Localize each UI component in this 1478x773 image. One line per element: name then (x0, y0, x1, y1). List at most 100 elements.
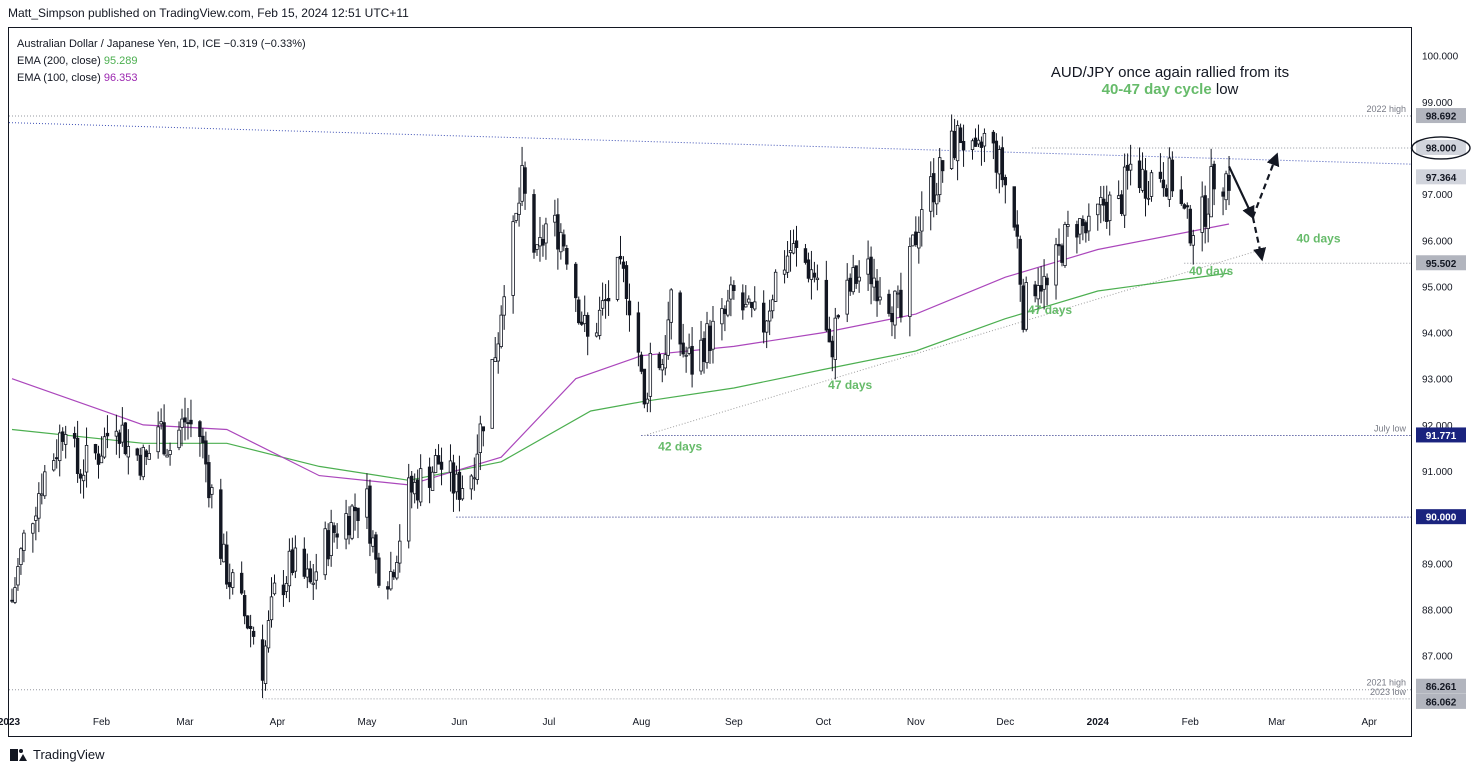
candle-body (242, 595, 247, 617)
candle-body (490, 358, 494, 429)
candle-body (538, 236, 542, 247)
candle-body (412, 481, 417, 495)
candle-body (454, 473, 459, 493)
candle-body (961, 140, 966, 151)
candle-body (639, 354, 644, 372)
candle-body (1078, 218, 1082, 235)
candle-body (377, 557, 381, 586)
y-tick-label: 89.000 (1422, 559, 1453, 570)
candle-body (615, 256, 620, 300)
ema200-line (11, 272, 1230, 481)
candle-body (1033, 284, 1037, 297)
candle-body (606, 297, 611, 302)
candle-body (93, 444, 98, 454)
candle-body (1116, 195, 1121, 199)
candle-body (1057, 243, 1061, 247)
candle-body (845, 279, 849, 315)
candle-body (395, 562, 399, 579)
candle-body (168, 450, 172, 455)
candle-body (1119, 194, 1124, 214)
candle-body (991, 131, 996, 144)
candle-body (31, 523, 35, 534)
candle-body (949, 130, 954, 169)
y-tick-label: 94.000 (1422, 329, 1453, 340)
candle-body (1143, 170, 1148, 199)
tradingview-logo[interactable]: TradingView (10, 747, 105, 762)
chart-annotation: AUD/JPY once again rallied from its 40-4… (1000, 64, 1340, 98)
candle-body (1021, 285, 1025, 330)
candle-body (287, 550, 292, 587)
candle-body (1039, 285, 1043, 292)
candle-body (621, 261, 626, 269)
candle-body (705, 323, 709, 364)
candle-body (932, 173, 936, 203)
candle-body (451, 462, 456, 494)
candle-body (887, 293, 891, 314)
x-tick-label: Jun (451, 717, 467, 728)
candle-body (937, 157, 942, 196)
x-tick-label: Feb (1182, 717, 1200, 728)
candle-body (690, 345, 694, 375)
candle-body (580, 321, 584, 325)
candle-body (830, 340, 835, 358)
candle-body (583, 314, 587, 325)
candle-body (806, 259, 811, 279)
candle-body (1024, 282, 1028, 330)
chart-area[interactable] (8, 27, 1412, 737)
candle-body (1105, 201, 1109, 222)
price-badge (1416, 108, 1466, 124)
candle-body (624, 265, 629, 299)
candle-body (326, 530, 330, 560)
candle-body (10, 599, 14, 602)
candle-body (126, 446, 131, 458)
x-tick-label: Mar (176, 717, 194, 728)
candle-body (1203, 195, 1207, 227)
candle-body (917, 232, 921, 249)
y-tick-label: 91.000 (1422, 467, 1453, 478)
candle-body (782, 269, 787, 275)
candle-body (815, 277, 820, 281)
annotation-tail: low (1215, 81, 1239, 98)
candle-body (40, 493, 44, 496)
candle-body (1128, 163, 1133, 171)
candle-body (532, 194, 536, 253)
candle-body (260, 639, 265, 681)
candle-body (869, 256, 873, 285)
candle-body (750, 301, 754, 308)
level-label: 2023 low (1370, 687, 1407, 697)
candle-body (594, 332, 599, 337)
candle-body (430, 471, 435, 491)
candle-body (19, 548, 23, 565)
candle-body (248, 625, 253, 629)
candle-body (788, 250, 793, 254)
candle-body (896, 292, 900, 295)
candle-body (794, 240, 799, 248)
x-tick-label: Oct (816, 717, 832, 728)
candle-body (335, 533, 339, 538)
candle-body (1185, 205, 1189, 208)
candle-body (1012, 186, 1016, 228)
candle-body (1227, 174, 1231, 191)
candle-body (833, 317, 837, 360)
candle-body (1081, 218, 1085, 226)
price-badge (1416, 678, 1466, 694)
candle-body (893, 290, 897, 326)
y-tick-label: 95.000 (1422, 282, 1453, 293)
candle-body (460, 488, 465, 500)
candle-body (1212, 163, 1216, 190)
candle-body (198, 421, 202, 437)
candle-body (398, 540, 402, 564)
candle-body (225, 544, 229, 585)
candle-body (141, 447, 145, 478)
y-tick-label: 97.000 (1422, 190, 1453, 201)
x-tick-label: Feb (93, 717, 111, 728)
candle-body (269, 596, 274, 621)
candle-body (976, 139, 981, 145)
candle-body (702, 338, 706, 362)
price-badge-text: 98.000 (1426, 143, 1457, 154)
candle-body (585, 314, 590, 337)
candle-body (350, 505, 354, 539)
candle-body (1164, 188, 1169, 197)
candle-body (43, 471, 47, 497)
